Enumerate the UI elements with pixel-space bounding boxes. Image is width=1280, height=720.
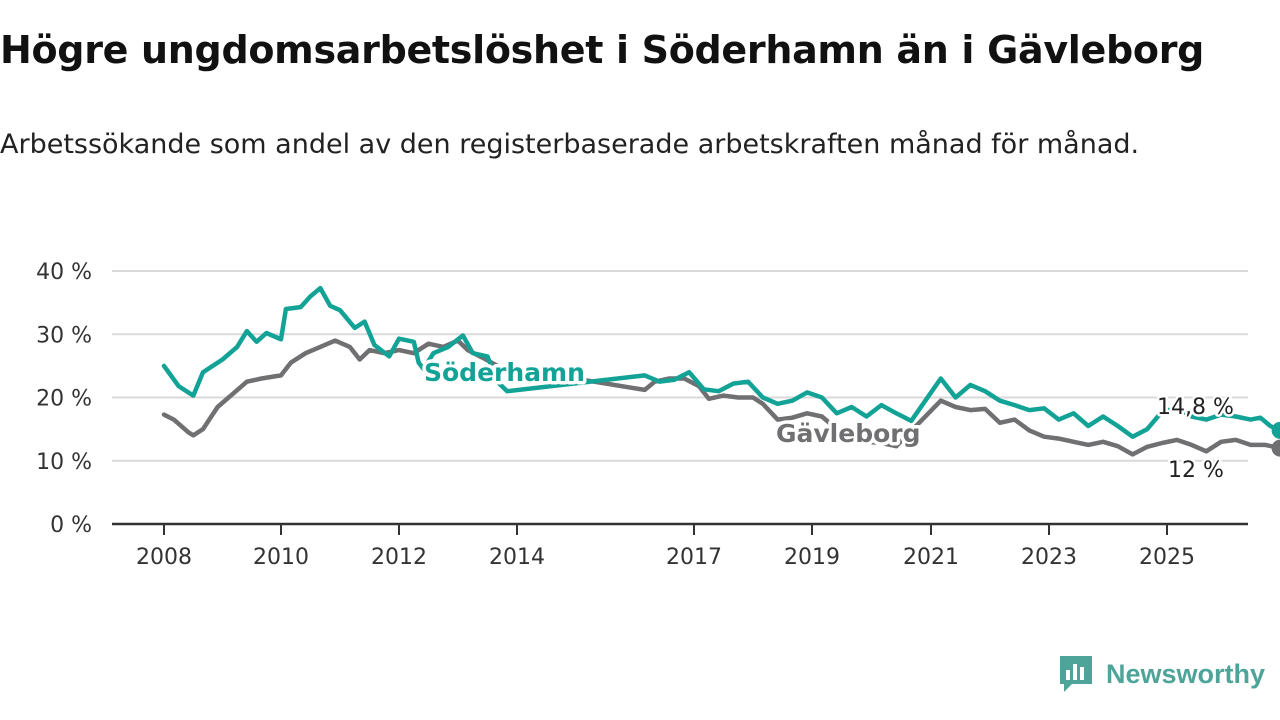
x-tick-label: 2021 <box>903 545 959 570</box>
y-tick-label: 40 % <box>36 260 92 285</box>
newsworthy-brand: Newsworthy <box>1058 652 1278 696</box>
series-line-gavleborg <box>161 338 1280 457</box>
x-tick-label: 2012 <box>371 545 427 570</box>
y-tick-label: 10 % <box>36 450 92 475</box>
x-tick-label: 2014 <box>489 545 545 570</box>
line-chart: 0 % 10 % 20 % 30 % 40 % 2008 2010 2012 2014 2017… <box>36 260 1280 570</box>
series-lines <box>161 285 1280 457</box>
end-value-label-soderhamn: 14,8 % <box>1157 395 1234 420</box>
x-tick-label: 2025 <box>1139 545 1195 570</box>
x-tick-label: 2023 <box>1021 545 1077 570</box>
series-labels: Söderhamn Gävleborg 14,8 % 12 % <box>421 355 1237 486</box>
series-label-soderhamn: Söderhamn <box>424 358 585 387</box>
series-end-dot-gavleborg <box>1271 439 1280 457</box>
brand-name: Newsworthy <box>1106 658 1266 689</box>
x-tick-label: 2017 <box>666 545 722 570</box>
chart-title: Högre ungdomsarbetslöshet i Söderhamn än… <box>0 28 1205 72</box>
series-end-dot-soderhamn <box>1271 421 1280 439</box>
y-axis-ticks: 0 % 10 % 20 % 30 % 40 % <box>36 260 92 538</box>
chart-subtitle: Arbetssökande som andel av den registerb… <box>0 129 1140 160</box>
x-tick-label: 2008 <box>136 545 192 570</box>
gridlines <box>112 270 1248 526</box>
x-tick-label: 2010 <box>253 545 309 570</box>
y-tick-label: 0 % <box>50 513 92 538</box>
x-axis-ticks: 2008 2010 2012 2014 2017 2019 2021 2023 2025 <box>136 524 1195 570</box>
newsworthy-logo-icon <box>1060 656 1092 692</box>
series-label-gavleborg: Gävleborg <box>776 419 921 448</box>
y-tick-label: 30 % <box>36 323 92 348</box>
end-value-label-gavleborg: 12 % <box>1168 458 1224 483</box>
series-line-soderhamn <box>161 285 1280 439</box>
x-tick-label: 2019 <box>784 545 840 570</box>
y-tick-label: 20 % <box>36 387 92 412</box>
